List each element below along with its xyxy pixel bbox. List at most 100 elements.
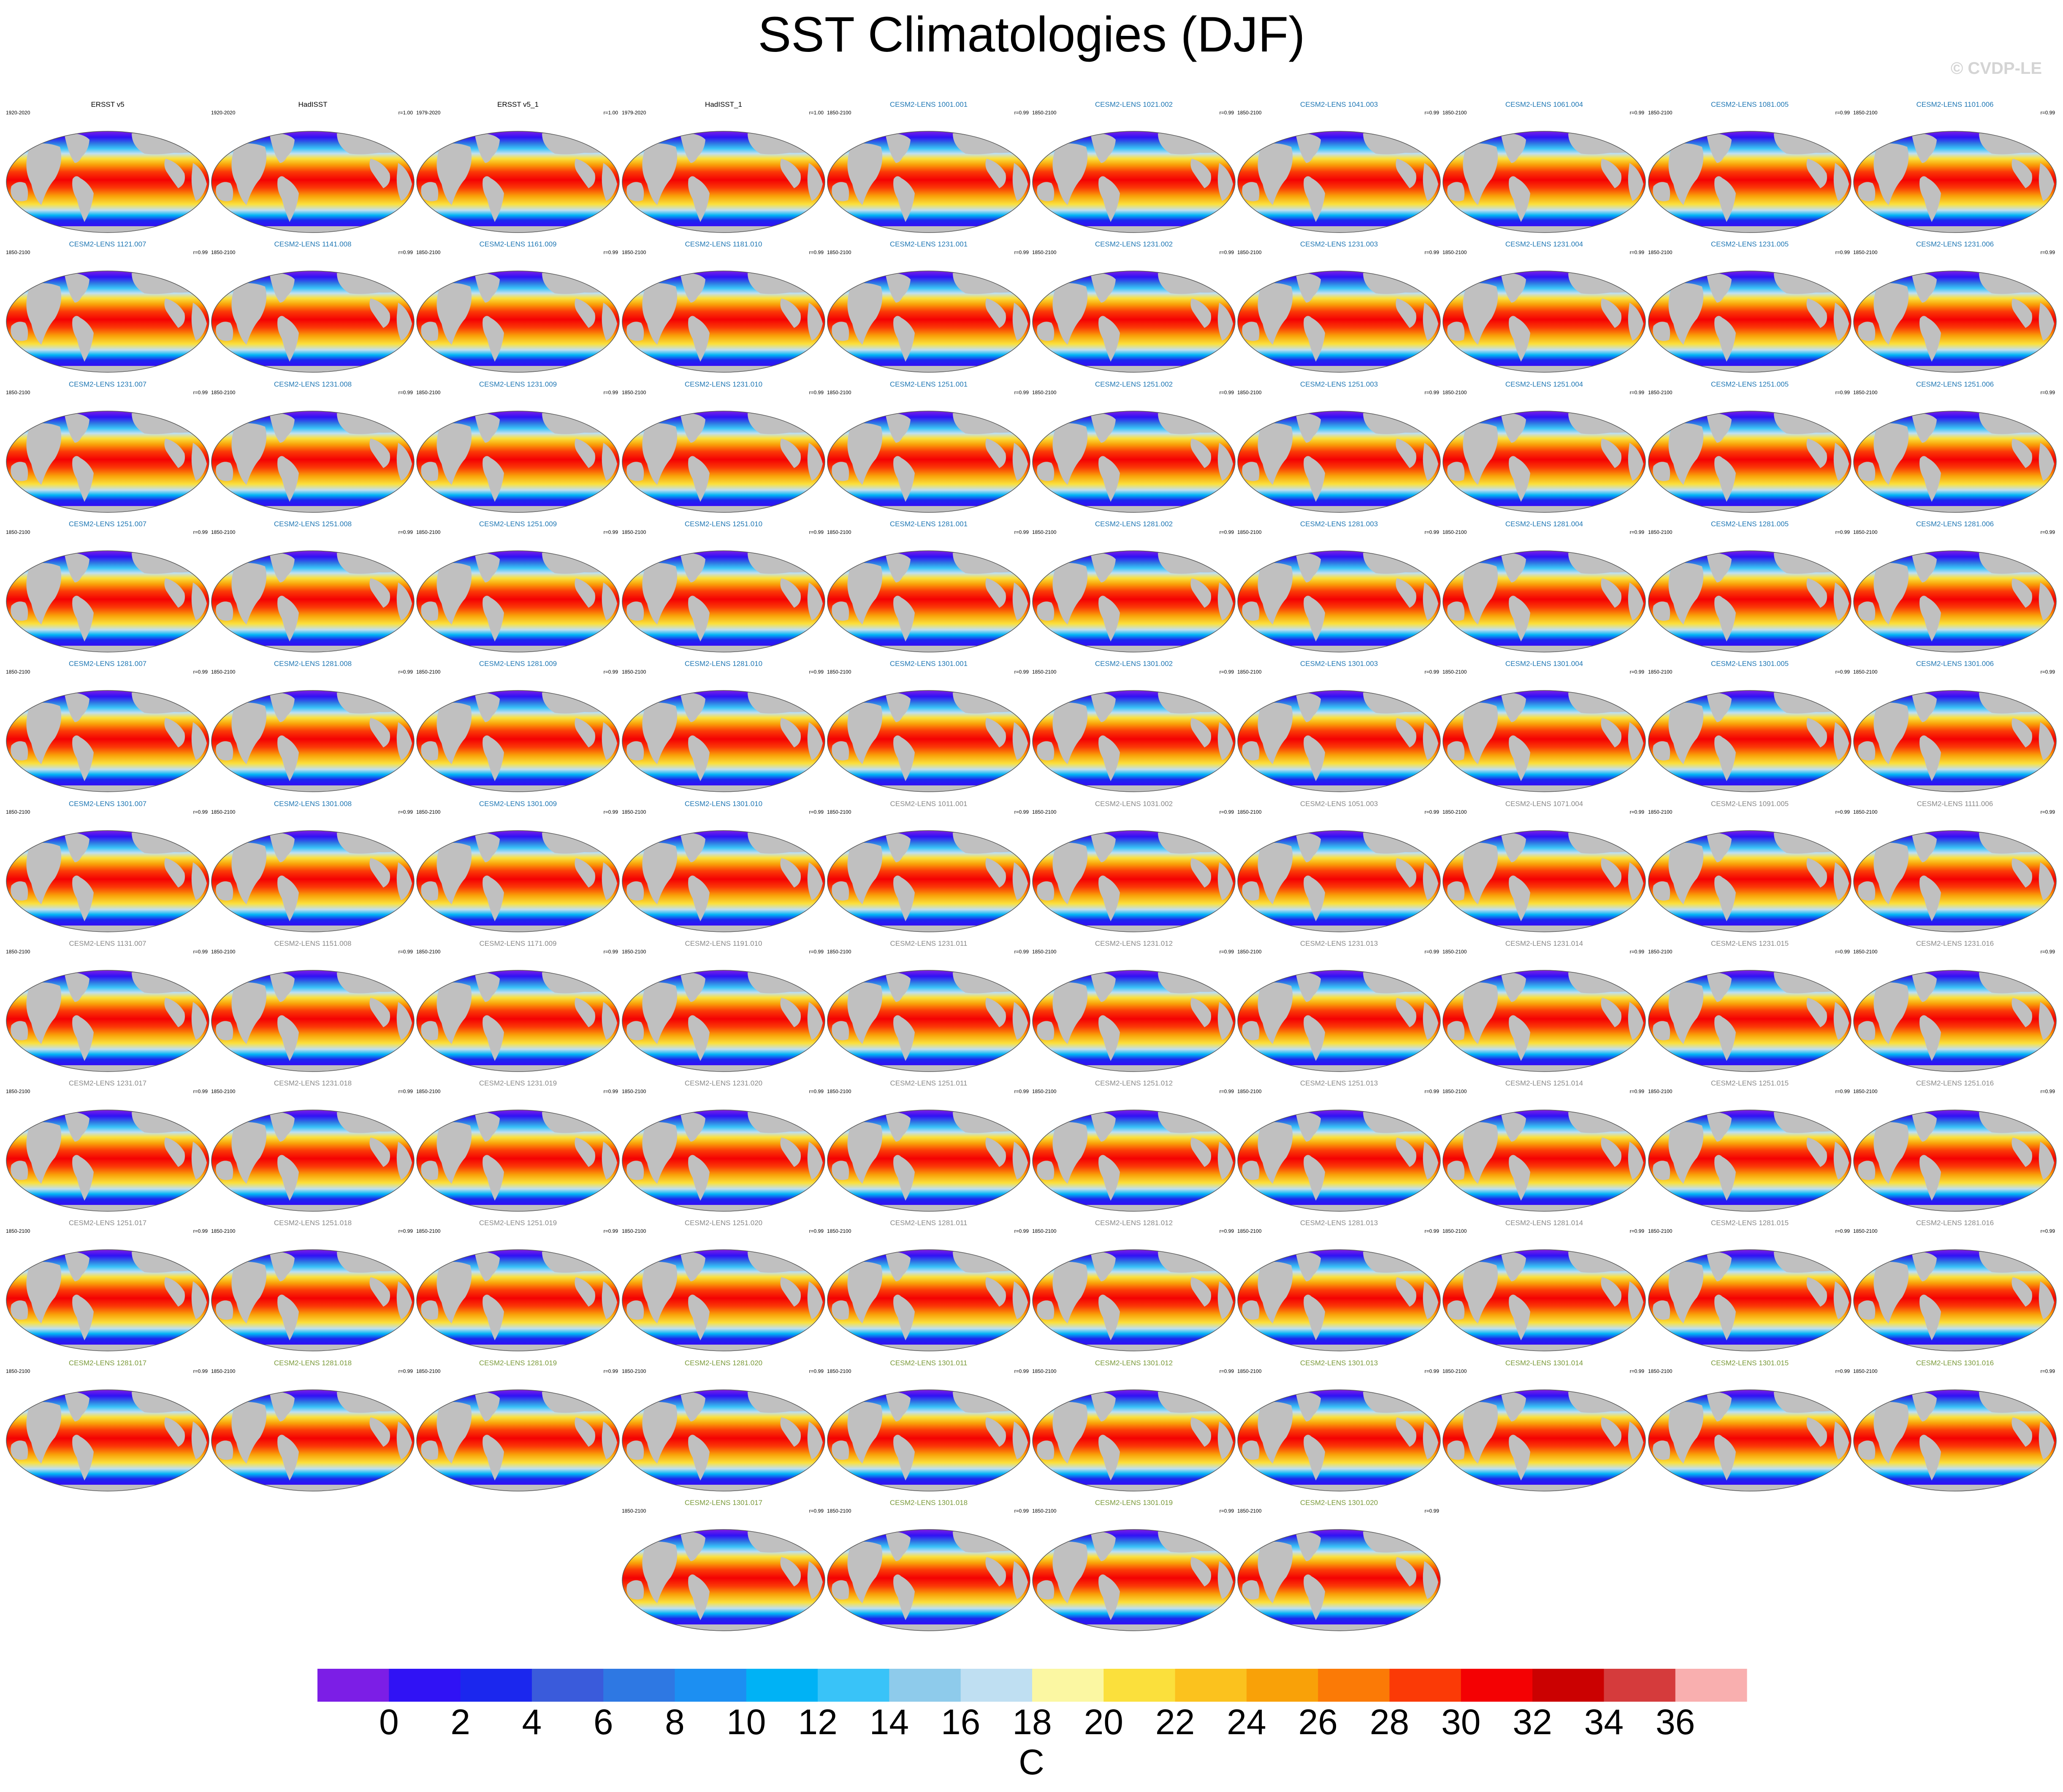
- map-panel: CESM2-LENS 1281.017 1850-2100 r=0.99: [5, 1358, 210, 1497]
- panel-period: 1850-2100: [1648, 249, 1673, 255]
- map-panel: CESM2-LENS 1281.007 1850-2100 r=0.99: [5, 659, 210, 798]
- panel-correlation: r=0.99: [1219, 390, 1234, 395]
- map-panel: CESM2-LENS 1101.006 1850-2100 r=0.99: [1852, 100, 2058, 239]
- panel-correlation: r=1.00: [809, 110, 824, 116]
- panel-title: CESM2-LENS 1301.012: [1095, 1359, 1173, 1367]
- map-panel: CESM2-LENS 1121.007 1850-2100 r=0.99: [5, 239, 210, 379]
- map-panel: CESM2-LENS 1301.005 1850-2100 r=0.99: [1647, 659, 1852, 798]
- map-panel: CESM2-LENS 1301.015 1850-2100 r=0.99: [1647, 1358, 1852, 1497]
- panel-correlation: r=0.99: [603, 1088, 618, 1094]
- panel-correlation: r=0.99: [1014, 1228, 1029, 1234]
- map-panel: CESM2-LENS 1231.006 1850-2100 r=0.99: [1852, 239, 2058, 379]
- panel-period: 1850-2100: [622, 1508, 646, 1514]
- panel-correlation: r=0.99: [1835, 1228, 1850, 1234]
- panel-title: CESM2-LENS 1301.008: [274, 800, 352, 808]
- map-panel: CESM2-LENS 1281.014 1850-2100 r=0.99: [1442, 1218, 1647, 1357]
- panel-correlation: r=0.99: [809, 669, 824, 675]
- map-panel: CESM2-LENS 1301.008 1850-2100 r=0.99: [210, 799, 415, 938]
- panel-period: 1850-2100: [1237, 1088, 1262, 1094]
- panel-period: 1850-2100: [1032, 1228, 1057, 1234]
- map-panel: CESM2-LENS 1231.009 1850-2100 r=0.99: [415, 379, 621, 519]
- panel-correlation: r=0.99: [1424, 529, 1439, 535]
- map-panel: CESM2-LENS 1281.004 1850-2100 r=0.99: [1442, 519, 1647, 658]
- panel-correlation: r=0.99: [1219, 1088, 1234, 1094]
- panel-period: 1850-2100: [1442, 809, 1467, 815]
- panel-period: 1850-2100: [827, 1508, 851, 1514]
- panel-period: 1850-2100: [416, 390, 441, 395]
- panel-correlation: r=0.99: [2040, 529, 2055, 535]
- colorbar-swatch: [317, 1669, 389, 1702]
- map-panel: CESM2-LENS 1021.002 1850-2100 r=0.99: [1031, 100, 1236, 239]
- map-panel: CESM2-LENS 1251.016 1850-2100 r=0.99: [1852, 1078, 2058, 1218]
- panel-title: CESM2-LENS 1231.004: [1505, 240, 1583, 248]
- colorbar-swatch: [1246, 1669, 1318, 1702]
- map-panel: CESM2-LENS 1251.008 1850-2100 r=0.99: [210, 519, 415, 658]
- panel-title: CESM2-LENS 1281.009: [479, 660, 557, 668]
- map-panel: CESM2-LENS 1231.020 1850-2100 r=0.99: [621, 1078, 826, 1218]
- panel-title: CESM2-LENS 1301.013: [1300, 1359, 1378, 1367]
- map-panel: CESM2-LENS 1231.011 1850-2100 r=0.99: [826, 939, 1031, 1078]
- panel-period: 1850-2100: [827, 529, 851, 535]
- colorbar-swatch: [1604, 1669, 1676, 1702]
- map-panel: CESM2-LENS 1281.011 1850-2100 r=0.99: [826, 1218, 1031, 1357]
- map-panel: CESM2-LENS 1161.009 1850-2100 r=0.99: [415, 239, 621, 379]
- panel-correlation: r=0.99: [398, 669, 413, 675]
- panel-title: CESM2-LENS 1281.006: [1916, 520, 1994, 528]
- colorbar-tick-label: 22: [1155, 1702, 1195, 1742]
- map-panel: CESM2-LENS 1281.019 1850-2100 r=0.99: [415, 1358, 621, 1497]
- panel-title: CESM2-LENS 1101.006: [1916, 100, 1994, 108]
- panel-correlation: r=0.99: [398, 949, 413, 955]
- panel-correlation: r=0.99: [1219, 1228, 1234, 1234]
- map-panel: CESM2-LENS 1091.005 1850-2100 r=0.99: [1647, 799, 1852, 938]
- panel-period: 1850-2100: [1853, 1368, 1878, 1374]
- panel-period: 1850-2100: [1648, 1088, 1673, 1094]
- map-panel: CESM2-LENS 1251.012 1850-2100 r=0.99: [1031, 1078, 1236, 1218]
- colorbar-tick-label: 2: [450, 1702, 470, 1742]
- panel-correlation: r=0.99: [603, 949, 618, 955]
- panel-title: CESM2-LENS 1251.001: [889, 380, 968, 388]
- map-panel: CESM2-LENS 1231.010 1850-2100 r=0.99: [621, 379, 826, 519]
- map-panel: CESM2-LENS 1191.010 1850-2100 r=0.99: [621, 939, 826, 1078]
- panel-period: 1850-2100: [1853, 949, 1878, 955]
- panel-correlation: r=0.99: [2040, 1368, 2055, 1374]
- colorbar-swatch: [960, 1669, 1033, 1702]
- panel-title: CESM2-LENS 1011.001: [890, 800, 968, 808]
- panel-correlation: r=0.99: [1014, 809, 1029, 815]
- panel-period: 1850-2100: [211, 809, 236, 815]
- panel-correlation: r=0.99: [2040, 949, 2055, 955]
- panel-correlation: r=0.99: [1629, 249, 1644, 255]
- panel-title: CESM2-LENS 1231.009: [479, 380, 557, 388]
- panel-correlation: r=0.99: [2040, 1228, 2055, 1234]
- panel-title: HadISST_1: [705, 100, 742, 108]
- panel-correlation: r=0.99: [809, 1368, 824, 1374]
- panel-correlation: r=0.99: [603, 669, 618, 675]
- panel-correlation: r=0.99: [1219, 809, 1234, 815]
- panel-period: 1850-2100: [416, 809, 441, 815]
- panel-title: CESM2-LENS 1001.001: [889, 100, 968, 108]
- panel-period: 1850-2100: [1648, 110, 1673, 116]
- watermark: © CVDP-LE: [1950, 59, 2042, 78]
- panel-period: 1850-2100: [827, 949, 851, 955]
- panel-title: CESM2-LENS 1231.002: [1095, 240, 1173, 248]
- panel-period: 1850-2100: [1032, 1368, 1057, 1374]
- panel-period: 1850-2100: [211, 390, 236, 395]
- panel-period: 1979-2020: [622, 110, 646, 116]
- panel-correlation: r=0.99: [1014, 669, 1029, 675]
- map-panel: CESM2-LENS 1251.013 1850-2100 r=0.99: [1236, 1078, 1442, 1218]
- panel-period: 1850-2100: [1648, 529, 1673, 535]
- panel-title: CESM2-LENS 1301.016: [1916, 1359, 1994, 1367]
- panel-title: CESM2-LENS 1161.009: [479, 240, 557, 248]
- panel-period: 1850-2100: [1648, 809, 1673, 815]
- colorbar-swatch: [675, 1669, 747, 1702]
- map-panel: ERSST v5 1920-2020: [5, 100, 210, 239]
- colorbar-swatch: [460, 1669, 532, 1702]
- panel-period: 1850-2100: [1442, 949, 1467, 955]
- panel-correlation: r=0.99: [1424, 1228, 1439, 1234]
- map-panel: CESM2-LENS 1231.019 1850-2100 r=0.99: [415, 1078, 621, 1218]
- panel-period: 1850-2100: [211, 1368, 236, 1374]
- map-panel: CESM2-LENS 1301.020 1850-2100 r=0.99: [1236, 1498, 1442, 1637]
- colorbar-swatch: [889, 1669, 961, 1702]
- map-panel: CESM2-LENS 1251.001 1850-2100 r=0.99: [826, 379, 1031, 519]
- panel-correlation: r=0.99: [1219, 110, 1234, 116]
- panel-correlation: r=0.99: [1219, 1508, 1234, 1514]
